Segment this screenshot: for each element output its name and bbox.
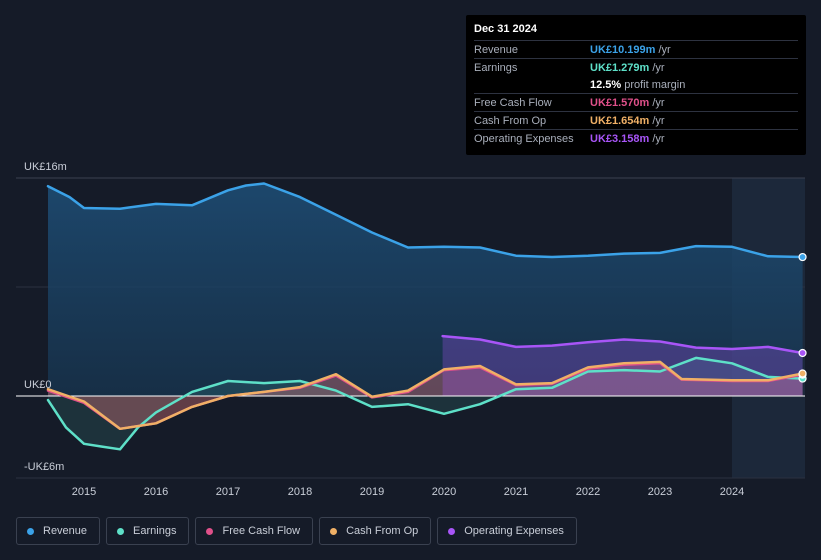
x-tick-label: 2023 (648, 486, 672, 498)
legend-item-free-cash-flow[interactable]: Free Cash Flow (195, 517, 314, 545)
tooltip-row-value: UK£3.158m (590, 132, 650, 145)
line-earnings (46, 356, 804, 451)
end-marker-operating-expenses[interactable] (798, 348, 807, 358)
area-free-cash-flow (48, 363, 803, 429)
tooltip-row: 12.5% profit margin (474, 76, 798, 93)
y-tick-label: -UK£6m (24, 461, 64, 473)
tooltip-row-label: Free Cash Flow (474, 96, 552, 109)
tooltip-row-value: 12.5% (590, 78, 622, 91)
tooltip-rows: Revenue UK£10.199m/yr Earnings UK£1.279m/yr… (474, 40, 798, 147)
legend-label: Free Cash Flow (222, 525, 301, 537)
tooltip-row-value: UK£1.570m (590, 96, 650, 109)
tooltip-row-label: Operating Expenses (474, 132, 574, 145)
legend-label: Revenue (43, 525, 88, 537)
tooltip-row-value: UK£10.199m (590, 43, 656, 56)
legend-dot-icon (448, 527, 456, 535)
legend-item-revenue[interactable]: Revenue (16, 517, 101, 545)
tooltip-row-label: Revenue (474, 43, 519, 56)
legend-dot-icon (27, 527, 34, 535)
x-tick-label: 2018 (288, 486, 312, 498)
end-marker-revenue[interactable] (798, 252, 807, 262)
tooltip-row-unit: /yr (652, 114, 665, 127)
legend-dot-icon (206, 527, 214, 535)
line-cash-from-op (46, 360, 804, 431)
y-tick-label: UK£0 (24, 379, 52, 391)
legend-dot-icon (117, 527, 125, 535)
end-marker-cash-from-op[interactable] (798, 369, 807, 378)
tooltip-row-label: Cash From Op (474, 114, 547, 127)
x-tick-label: 2017 (216, 486, 240, 498)
legend-label: Operating Expenses (464, 525, 564, 537)
legend-item-operating-expenses[interactable]: Operating Expenses (437, 517, 577, 545)
x-tick-label: 2015 (72, 486, 96, 498)
tooltip-row: Revenue UK£10.199m/yr (474, 40, 798, 58)
y-tick-label: UK£16m (24, 161, 67, 173)
tooltip-row: Operating Expenses UK£3.158m/yr (474, 129, 798, 147)
legend-label: Cash From Op (346, 525, 419, 537)
x-tick-label: 2021 (504, 486, 528, 498)
x-tick-label: 2019 (360, 486, 384, 498)
tooltip-row-unit: /yr (658, 43, 671, 56)
area-earnings (48, 357, 803, 450)
x-tick-label: 2024 (720, 486, 744, 498)
series-layer (16, 182, 807, 451)
x-tick-label: 2022 (576, 486, 600, 498)
tooltip-row-unit: /yr (652, 132, 665, 145)
tooltip-date: Dec 31 2024 (474, 23, 537, 35)
legend: Revenue Earnings Free Cash Flow Cash From O… (16, 517, 577, 545)
tooltip-panel: Dec 31 2024 Revenue UK£10.199m/yr Earnings… (466, 15, 806, 155)
tooltip-row-value: UK£1.279m (590, 61, 650, 74)
tooltip-row: Free Cash Flow UK£1.570m/yr (474, 93, 798, 111)
legend-item-earnings[interactable]: Earnings (106, 517, 190, 545)
line-revenue (46, 182, 804, 259)
tooltip-row-unit: profit margin (624, 78, 686, 91)
legend-item-cash-from-op[interactable]: Cash From Op (319, 517, 432, 545)
tooltip-row-unit: /yr (652, 96, 665, 109)
area-cash-from-op (48, 361, 803, 429)
tooltip-row-value: UK£1.654m (590, 114, 650, 127)
x-tick-label: 2020 (432, 486, 456, 498)
legend-label: Earnings (133, 525, 177, 537)
tooltip-row-unit: /yr (652, 61, 665, 74)
legend-dot-icon (330, 527, 338, 535)
tooltip-row-label: Earnings (474, 61, 518, 74)
tooltip-row: Cash From Op UK£1.654m/yr (474, 111, 798, 129)
line-operating-expenses (441, 334, 804, 355)
area-revenue (48, 183, 803, 396)
tooltip-row: Earnings UK£1.279m/yr (474, 58, 798, 76)
label-layer: UK£16m UK£0 -UK£6m 2015 2016 2017 2018 2019 2020… (24, 161, 744, 498)
x-tick-label: 2016 (144, 486, 168, 498)
